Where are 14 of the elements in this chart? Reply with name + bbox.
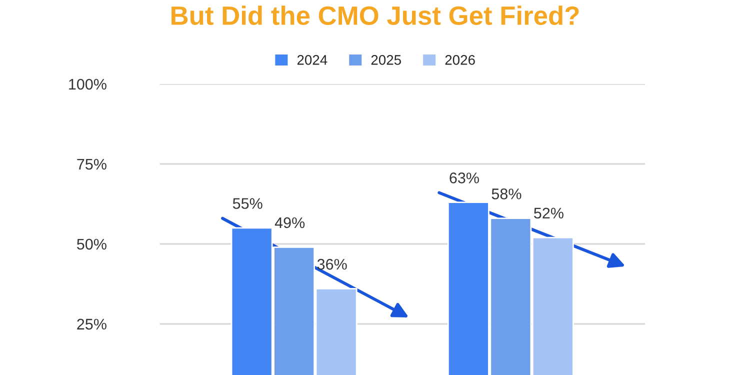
y-tick-label: 75% — [77, 158, 106, 170]
data-label: 63% — [450, 172, 479, 184]
data-label: 36% — [317, 258, 347, 270]
y-tick-label: 25% — [77, 318, 106, 330]
y-tick-label: 50% — [77, 238, 106, 250]
y-tick-label: 100% — [69, 78, 106, 90]
chart-title: But Did the CMO Just Get Fired? — [172, 6, 579, 26]
data-label: 58% — [492, 188, 522, 200]
legend-label: 2026 — [445, 55, 475, 65]
data-label: 49% — [274, 217, 305, 228]
data-label: 52% — [534, 208, 564, 219]
legend-label: 2024 — [297, 55, 328, 65]
legend-label: 2025 — [371, 55, 401, 65]
data-label: 55% — [232, 198, 262, 209]
